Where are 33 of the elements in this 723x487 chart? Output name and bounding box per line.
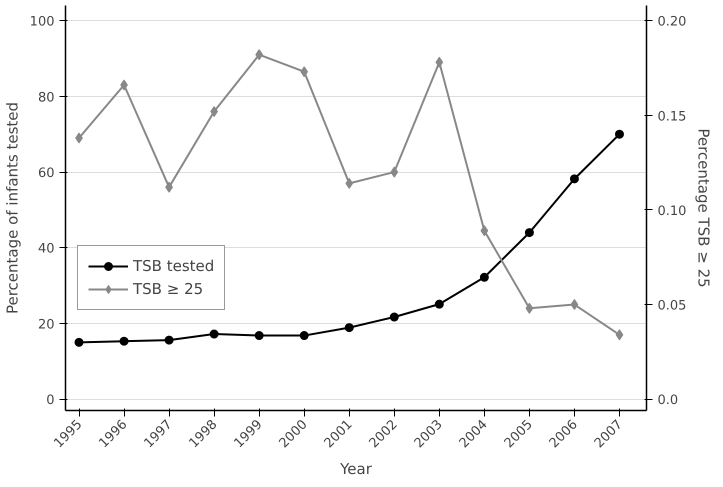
point xyxy=(614,130,624,139)
point xyxy=(344,323,354,332)
y-tick-label: 40 xyxy=(38,242,55,257)
y-tick-label: 60 xyxy=(38,166,55,182)
point xyxy=(434,300,444,309)
y2-tick-label: 0.20 xyxy=(658,14,686,30)
point xyxy=(164,336,174,345)
y2-tick-label: 0.10 xyxy=(658,204,686,219)
y2-tick-label: 0.0 xyxy=(658,393,678,408)
point xyxy=(254,331,264,340)
point xyxy=(390,312,399,322)
point xyxy=(210,330,219,339)
point xyxy=(74,338,84,347)
x-axis-title: Year xyxy=(339,460,373,478)
point xyxy=(120,336,129,346)
y-tick-label: 100 xyxy=(30,14,55,30)
y-tick-label: 80 xyxy=(38,90,55,106)
y2-tick-label: 0.15 xyxy=(658,109,686,124)
y2-axis-title: Percentage TSB ≥ 25 xyxy=(694,128,712,288)
point xyxy=(345,178,354,189)
legend-label: TSB ≥ 25 xyxy=(133,280,204,298)
point xyxy=(300,331,309,340)
point xyxy=(435,56,444,68)
y-tick-label: 20 xyxy=(38,317,55,332)
point xyxy=(570,174,579,184)
legend-label: TSB tested xyxy=(133,257,214,275)
y2-tick-label: 0.05 xyxy=(658,298,686,314)
y-axis-title: Percentage of infants tested xyxy=(4,102,22,314)
point xyxy=(524,228,534,238)
point xyxy=(480,272,489,282)
point xyxy=(300,66,308,78)
point xyxy=(390,166,398,178)
y-tick-label: 0 xyxy=(46,393,55,408)
